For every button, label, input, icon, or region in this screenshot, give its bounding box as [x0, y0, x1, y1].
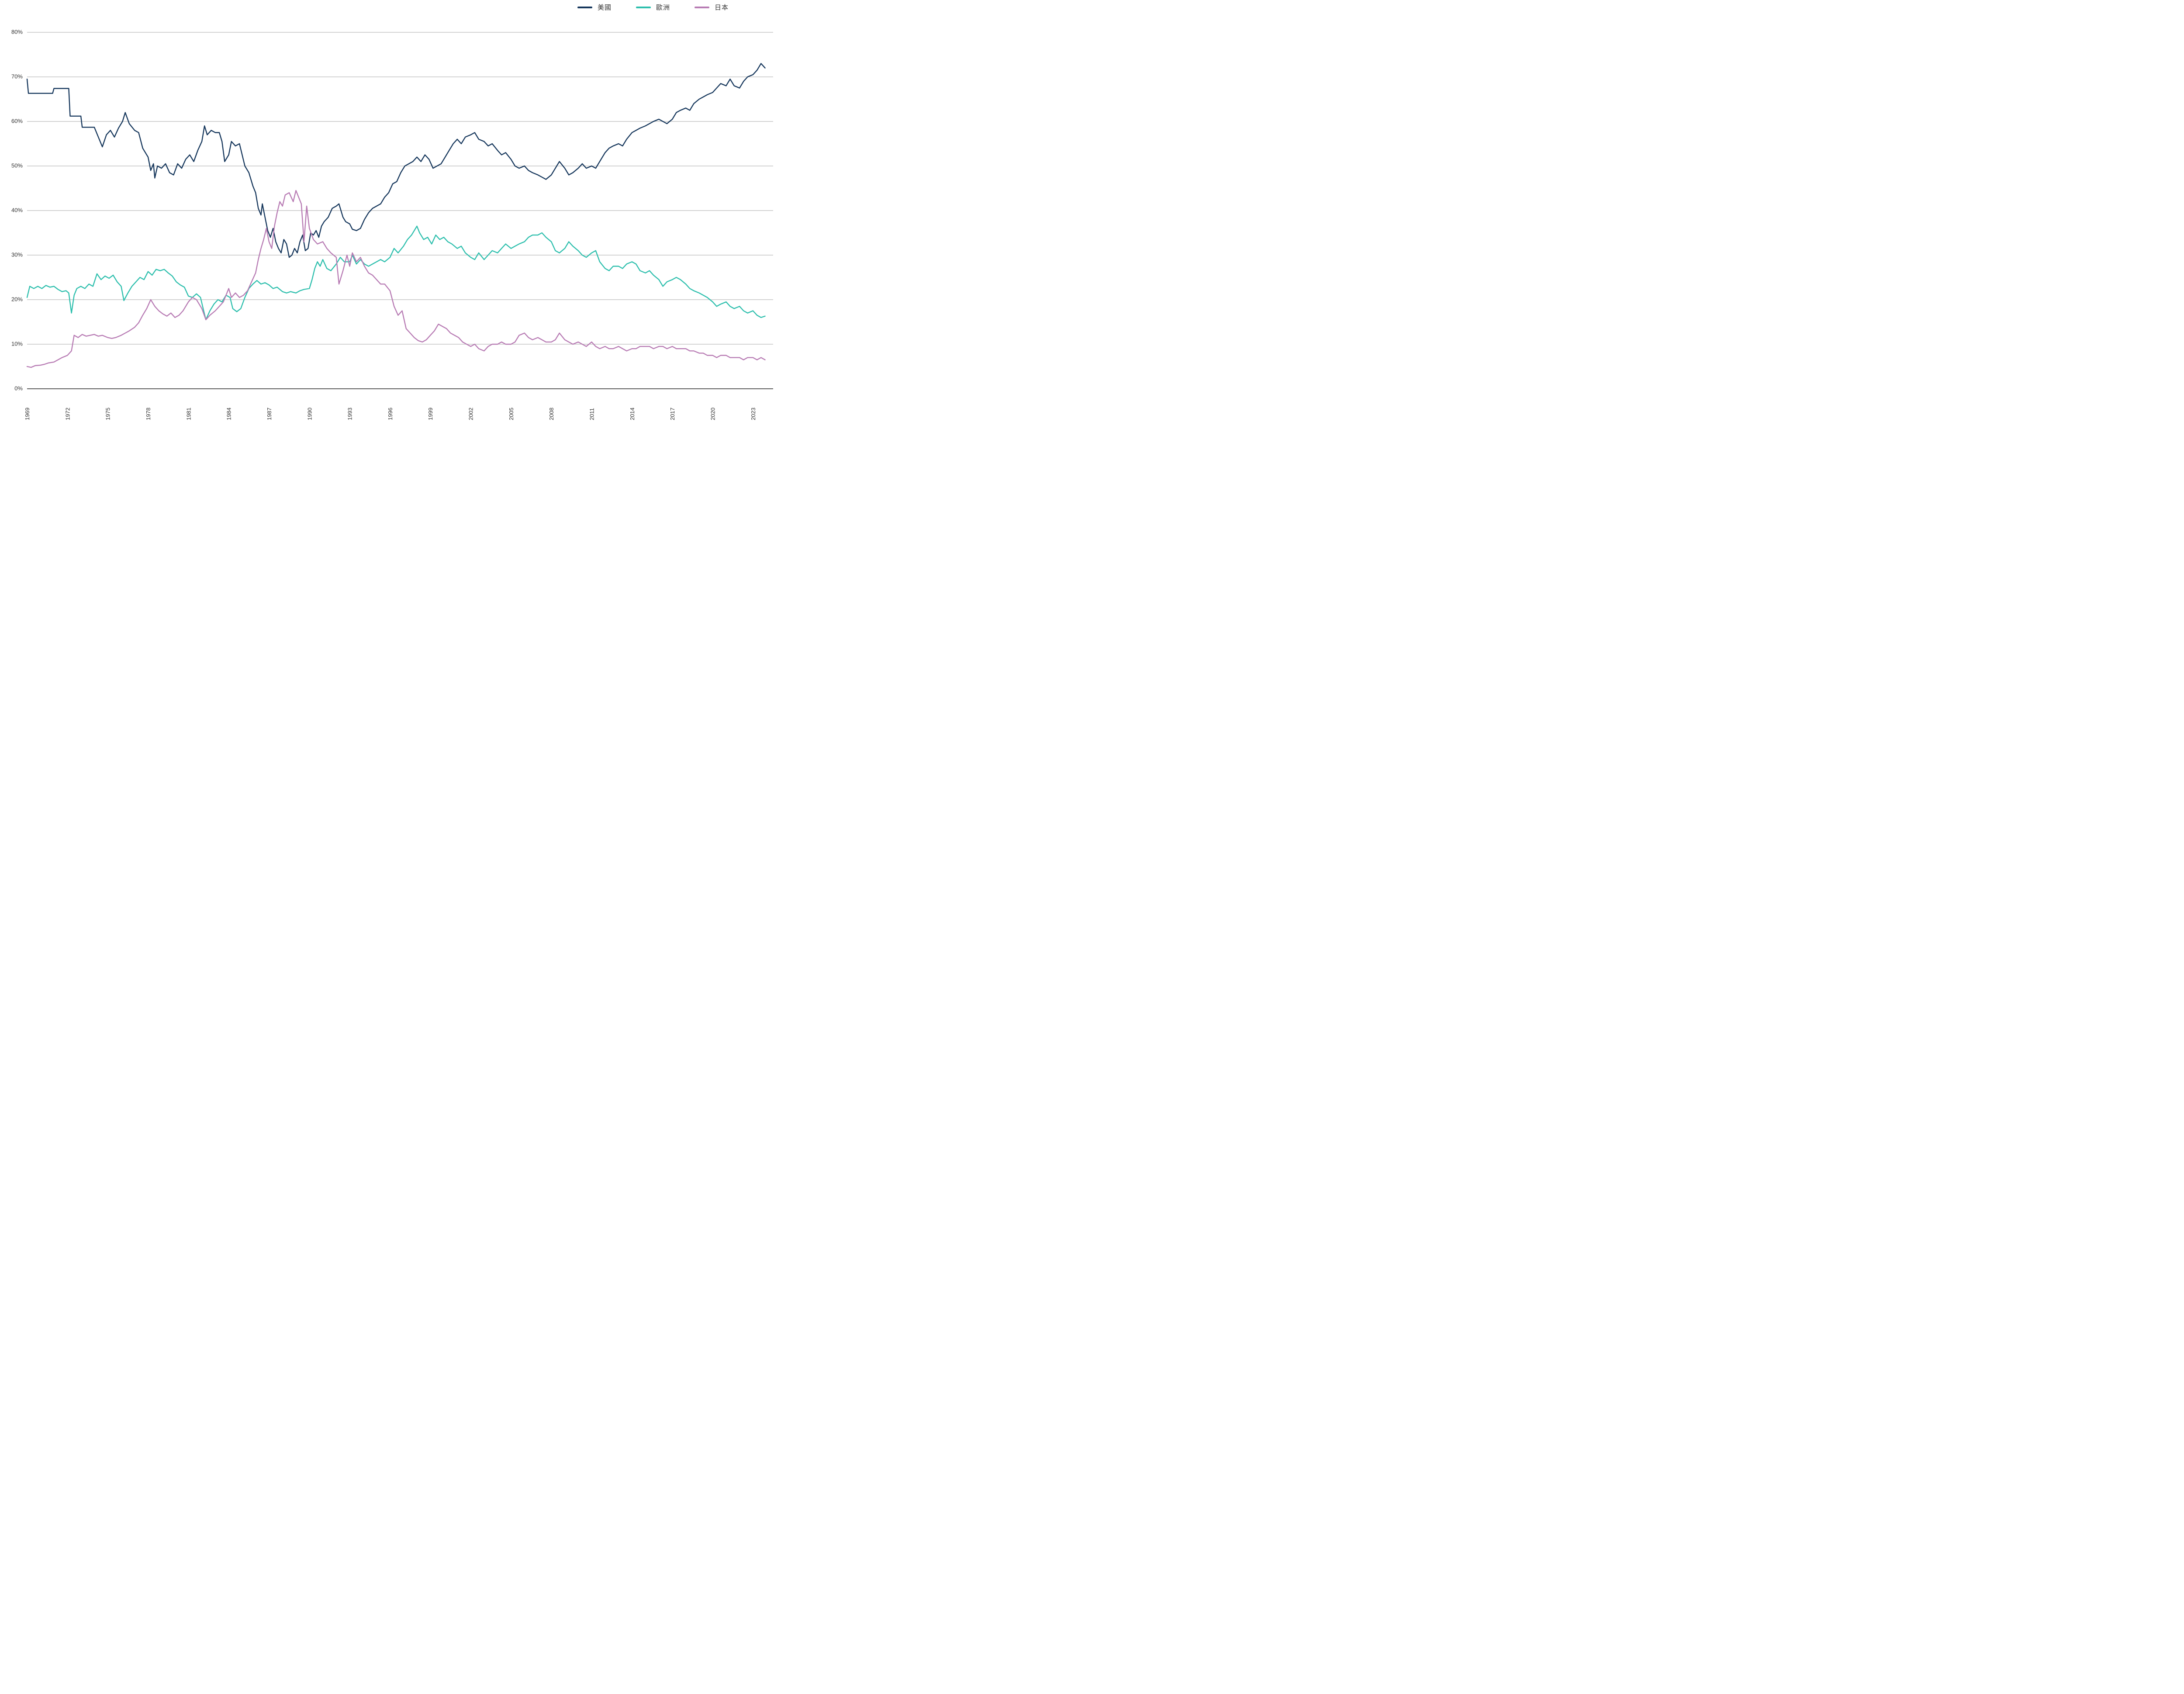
- x-tick-label: 2011: [589, 408, 595, 420]
- legend-item-us: 美國: [577, 3, 612, 12]
- y-tick-label: 60%: [11, 118, 23, 124]
- x-tick-label: 1990: [306, 408, 313, 420]
- legend-swatch-japan-icon: [694, 6, 709, 8]
- y-tick-label: 80%: [11, 28, 23, 35]
- legend-label-europe: 歐洲: [656, 4, 670, 11]
- legend-swatch-europe-icon: [636, 6, 651, 8]
- y-tick-label: 20%: [11, 296, 23, 302]
- x-tick-label: 2008: [548, 408, 555, 420]
- y-tick-label: 10%: [11, 340, 23, 347]
- line-chart: 0% 10% 20% 30% 40% 50% 60% 70% 80% 1969 1972 1975 19…: [11, 28, 773, 420]
- legend-item-japan: 日本: [694, 3, 729, 12]
- x-tick-label: 2023: [750, 408, 757, 420]
- y-tick-label: 0%: [14, 385, 23, 391]
- chart-legend: 美國 歐洲 日本: [577, 3, 729, 12]
- x-tick-label: 2017: [669, 408, 676, 420]
- x-tick-label: 2020: [710, 408, 716, 420]
- x-tick-label: 1993: [347, 408, 353, 420]
- legend-label-us: 美國: [597, 4, 612, 11]
- x-tick-label: 1987: [266, 408, 273, 420]
- x-tick-label: 1975: [105, 408, 111, 420]
- x-tick-label: 2014: [629, 408, 636, 420]
- x-tick-label: 1999: [427, 408, 434, 420]
- legend-label-japan: 日本: [714, 4, 729, 11]
- y-tick-label: 50%: [11, 162, 23, 169]
- y-tick-label: 30%: [11, 251, 23, 258]
- y-tick-label: 40%: [11, 207, 23, 213]
- series-line-europe: [26, 225, 766, 321]
- x-tick-label: 1972: [64, 408, 71, 420]
- x-tick-label: 1981: [185, 408, 192, 420]
- x-tick-label: 1969: [24, 408, 31, 420]
- x-tick-label: 1996: [387, 408, 394, 420]
- legend-item-europe: 歐洲: [636, 3, 670, 12]
- x-tick-label: 1984: [226, 408, 232, 420]
- x-tick-label: 2002: [468, 408, 474, 420]
- x-tick-label: 2005: [508, 408, 515, 420]
- series-line-us: [26, 63, 766, 258]
- x-tick-label: 1978: [145, 408, 152, 420]
- legend-swatch-us-icon: [577, 6, 592, 8]
- chart-page: 美國 歐洲 日本 0% 10% 20% 30% 40% 50% 60% 70% 80% 1969 1…: [0, 0, 777, 424]
- series-line-japan: [26, 190, 766, 368]
- y-tick-label: 70%: [11, 73, 23, 80]
